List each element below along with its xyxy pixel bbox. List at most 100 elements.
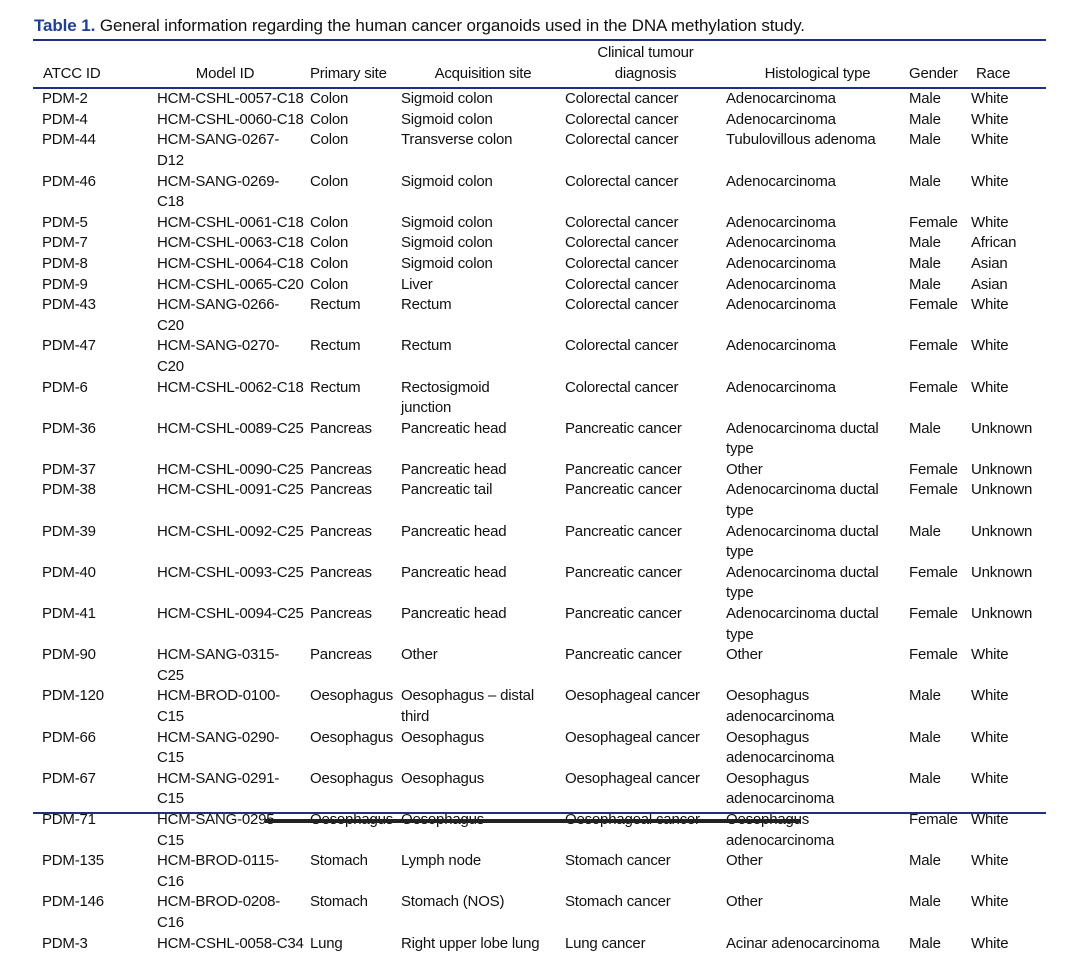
column-header-gender: Gender: [909, 64, 958, 82]
column-header-histological-type: Histological type: [764, 64, 871, 82]
cell-race: White: [971, 687, 1009, 705]
cell-model-id: HCM-SANG-0270-C20: [157, 337, 280, 375]
cell-histological-type: Adenocarcinoma ductal type: [726, 605, 879, 643]
table-row: PDM-2 HCM-CSHL-0057-C18 Colon Sigmoid colon…: [33, 87, 1046, 110]
header-rule: [33, 87, 1046, 89]
cell-gender: Male: [909, 934, 941, 952]
cell-histological-type: Adenocarcinoma: [726, 275, 836, 293]
cell-gender: Male: [909, 419, 941, 437]
cell-histological-type: Oesophagus adenocarcinoma: [726, 728, 835, 767]
cell-acquisition-site: Pancreatic tail: [401, 481, 493, 499]
cell-histological-type: Adenocarcinoma: [726, 296, 836, 314]
cell-histological-type: Adenocarcinoma: [726, 337, 836, 355]
cell-primary-site: Pancreas: [310, 460, 372, 478]
cell-model-id: HCM-CSHL-0060-C18: [157, 110, 304, 128]
cell-model-id: HCM-SANG-0315-C25: [157, 646, 280, 684]
cell-race: White: [971, 90, 1009, 108]
cell-atcc-id: PDM-46: [42, 172, 96, 190]
cell-race: White: [971, 769, 1009, 787]
cell-primary-site: Stomach: [310, 852, 368, 870]
cell-acquisition-site: Stomach (NOS): [401, 893, 505, 911]
cell-acquisition-site: Rectum: [401, 337, 452, 355]
table-row: PDM-43 HCM-SANG-0266-C20 Rectum Rectum Color…: [33, 295, 1046, 336]
cell-atcc-id: PDM-120: [42, 687, 104, 705]
cell-acquisition-site: Oesophagus: [401, 810, 565, 851]
cell-race: White: [971, 378, 1009, 396]
cell-gender: Male: [909, 522, 941, 540]
column-header-race: Race: [976, 64, 1011, 82]
cell-primary-site: Colon: [310, 90, 349, 108]
cell-clinical-diagnosis: Colorectal cancer: [565, 213, 679, 231]
cell-gender: Female: [909, 296, 958, 314]
cell-clinical-diagnosis: Stomach cancer: [565, 852, 671, 870]
cell-atcc-id: PDM-5: [42, 213, 88, 231]
cell-atcc-id: PDM-37: [42, 460, 96, 478]
cell-race: White: [971, 728, 1009, 746]
cell-race: Unknown: [971, 522, 1033, 540]
cell-acquisition-site: Oesophagus: [401, 769, 485, 787]
cell-atcc-id: PDM-146: [42, 893, 104, 911]
table-row: PDM-8 HCM-CSHL-0064-C18 Colon Sigmoid colon…: [33, 254, 1046, 275]
cell-histological-type: Adenocarcinoma ductal type: [726, 563, 879, 602]
table-row: PDM-6 HCM-CSHL-0062-C18 Rectum Rectosigmoid…: [33, 378, 1046, 419]
column-header-atcc-id: ATCC ID: [43, 64, 101, 82]
cell-clinical-diagnosis: Oesophageal cancer: [565, 728, 700, 746]
cell-model-id: HCM-SANG-0267-D12: [157, 131, 280, 169]
cell-histological-type: Adenocarcinoma: [726, 254, 836, 272]
table-row: PDM-66 HCM-SANG-0290-C15 Oesophagus Oesopha…: [33, 728, 1046, 769]
cell-model-id: HCM-CSHL-0063-C18: [157, 234, 304, 252]
cell-gender: Male: [909, 172, 941, 190]
cell-gender: Male: [909, 254, 941, 272]
cell-atcc-id: PDM-43: [42, 296, 96, 314]
table-row: PDM-38 HCM-CSHL-0091-C25 Pancreas Pancreati…: [33, 480, 1046, 521]
cell-race: White: [971, 810, 1009, 828]
cell-clinical-diagnosis: Colorectal cancer: [565, 234, 679, 252]
cell-acquisition-site: Pancreatic head: [401, 522, 507, 540]
cell-acquisition-site: Rectosigmoid junction: [401, 378, 490, 417]
table-row: PDM-135 HCM-BROD-0115-C16 Stomach Lymph nod…: [33, 851, 1046, 892]
cell-primary-site: Rectum: [310, 337, 361, 355]
cell-acquisition-site: Other: [401, 646, 438, 664]
cell-clinical-diagnosis: Colorectal cancer: [565, 254, 679, 272]
cell-histological-type: Other: [726, 893, 763, 911]
cell-acquisition-site: Sigmoid colon: [401, 90, 493, 108]
page-scrollbar[interactable]: [265, 819, 800, 823]
cell-atcc-id: PDM-71: [42, 810, 96, 828]
table-row: PDM-120 HCM-BROD-0100-C15 Oesophagus Oesoph…: [33, 686, 1046, 727]
cell-acquisition-site: Oesophagus – distal third: [401, 687, 534, 725]
cell-acquisition-site: Pancreatic head: [401, 460, 507, 478]
table-row: PDM-3 HCM-CSHL-0058-C34 Lung Right upper lo…: [33, 934, 1046, 954]
cell-model-id: HCM-CSHL-0089-C25: [157, 419, 304, 437]
cell-model-id: HCM-BROD-0115-C16: [157, 852, 279, 890]
cell-clinical-diagnosis: Colorectal cancer: [565, 337, 679, 355]
table-row: PDM-90 HCM-SANG-0315-C25 Pancreas Other Panc…: [33, 645, 1046, 686]
cell-primary-site: Colon: [310, 172, 349, 190]
cell-gender: Female: [909, 563, 958, 581]
cell-acquisition-site: Pancreatic head: [401, 419, 507, 437]
cell-atcc-id: PDM-8: [42, 254, 88, 272]
cell-gender: Female: [909, 810, 958, 828]
cell-gender: Female: [909, 213, 958, 231]
cell-race: White: [971, 852, 1009, 870]
cell-atcc-id: PDM-3: [42, 934, 88, 952]
cell-primary-site: Oesophagus: [310, 769, 394, 787]
cell-atcc-id: PDM-6: [42, 378, 88, 396]
cell-race: White: [971, 172, 1009, 190]
cell-race: White: [971, 131, 1009, 149]
cell-primary-site: Pancreas: [310, 481, 372, 499]
cell-clinical-diagnosis: Pancreatic cancer: [565, 563, 682, 581]
cell-acquisition-site: Liver: [401, 275, 433, 293]
cell-model-id: HCM-SANG-0291-C15: [157, 769, 280, 808]
cell-atcc-id: PDM-47: [42, 337, 96, 355]
cell-atcc-id: PDM-7: [42, 234, 88, 252]
cell-atcc-id: PDM-39: [42, 522, 96, 540]
cell-model-id: HCM-BROD-0100-C15: [157, 687, 281, 725]
cell-atcc-id: PDM-66: [42, 728, 96, 746]
cell-acquisition-site: Sigmoid colon: [401, 172, 493, 190]
cell-primary-site: Colon: [310, 234, 349, 252]
cell-primary-site: Pancreas: [310, 563, 372, 581]
cell-model-id: HCM-CSHL-0057-C18: [157, 90, 304, 108]
cell-gender: Female: [909, 378, 958, 396]
header-row: ATCC ID Model ID Primary site Acquisition s…: [33, 43, 1046, 87]
cell-gender: Female: [909, 605, 958, 623]
